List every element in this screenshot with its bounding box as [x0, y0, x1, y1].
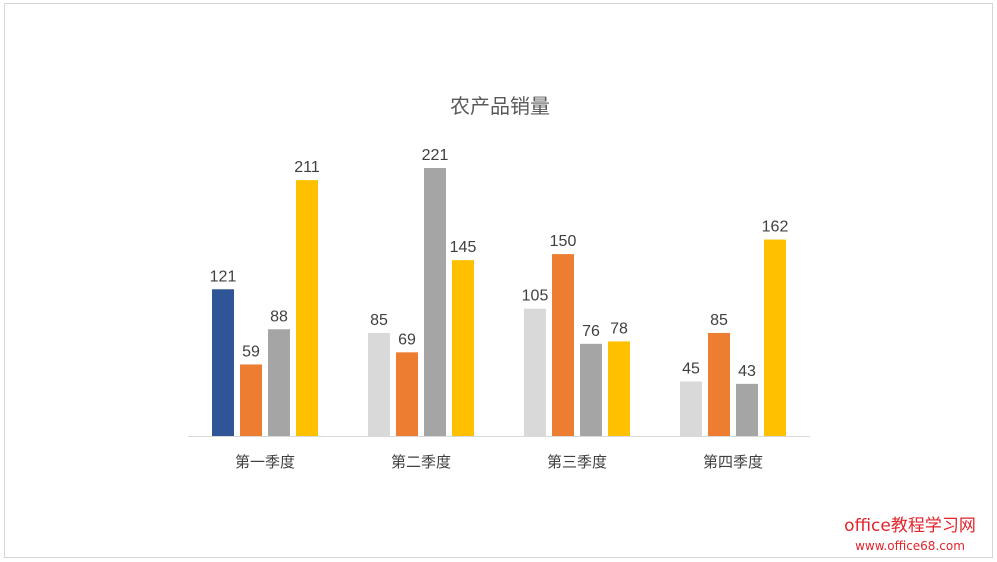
bar-q4-s3	[736, 383, 758, 436]
category-label-1: 第一季度	[235, 453, 295, 471]
data-label-q4-s3: 43	[738, 363, 756, 380]
bar-q3-s2	[552, 254, 574, 436]
bar-q1-s1	[212, 289, 234, 436]
data-label-q3-s1: 105	[522, 288, 549, 305]
chart-frame	[4, 3, 993, 558]
data-label-q1-s2: 59	[242, 343, 260, 360]
category-label-4: 第四季度	[703, 453, 763, 471]
data-label-q2-s1: 85	[370, 312, 388, 329]
watermark-title: office教程学习网	[844, 516, 976, 536]
data-label-q4-s4: 162	[762, 219, 789, 236]
bar-q4-s2	[708, 332, 730, 436]
data-label-q1-s1: 121	[210, 268, 237, 285]
value-labels-group: 121 59 88 211 85 69 221 145 105 150 76 78 45 85 43 162	[210, 147, 789, 380]
data-label-q1-s4: 211	[294, 159, 320, 176]
watermark-url: www.office68.com	[855, 539, 965, 553]
data-label-q2-s4: 145	[450, 239, 477, 256]
bar-q2-s3	[424, 168, 446, 436]
bar-q2-s1	[368, 332, 390, 436]
chart-title: 农产品销量	[450, 94, 550, 118]
data-label-q2-s3: 221	[422, 147, 449, 164]
bar-q2-s2	[396, 352, 418, 436]
bar-q4-s1	[680, 381, 702, 436]
watermark: office教程学习网 www.office68.com	[844, 516, 976, 553]
bar-q3-s3	[580, 343, 602, 436]
bars-group	[212, 168, 786, 436]
category-labels-group: 第一季度 第二季度 第三季度 第四季度	[235, 453, 763, 471]
bar-q2-s4	[452, 260, 474, 436]
bar-q3-s4	[608, 341, 630, 436]
bar-q3-s1	[524, 308, 546, 436]
category-label-3: 第三季度	[547, 453, 607, 471]
data-label-q3-s2: 150	[550, 233, 577, 250]
category-label-2: 第二季度	[391, 453, 451, 471]
bar-q1-s4	[296, 180, 318, 436]
bar-q1-s3	[268, 329, 290, 436]
data-label-q4-s1: 45	[682, 360, 700, 377]
data-label-q3-s3: 76	[582, 323, 600, 340]
bar-q1-s2	[240, 364, 262, 436]
data-label-q4-s2: 85	[710, 312, 728, 329]
bar-q4-s4	[764, 239, 786, 436]
data-label-q1-s3: 88	[270, 308, 288, 325]
data-label-q3-s4: 78	[610, 320, 628, 337]
data-label-q2-s2: 69	[398, 331, 416, 348]
